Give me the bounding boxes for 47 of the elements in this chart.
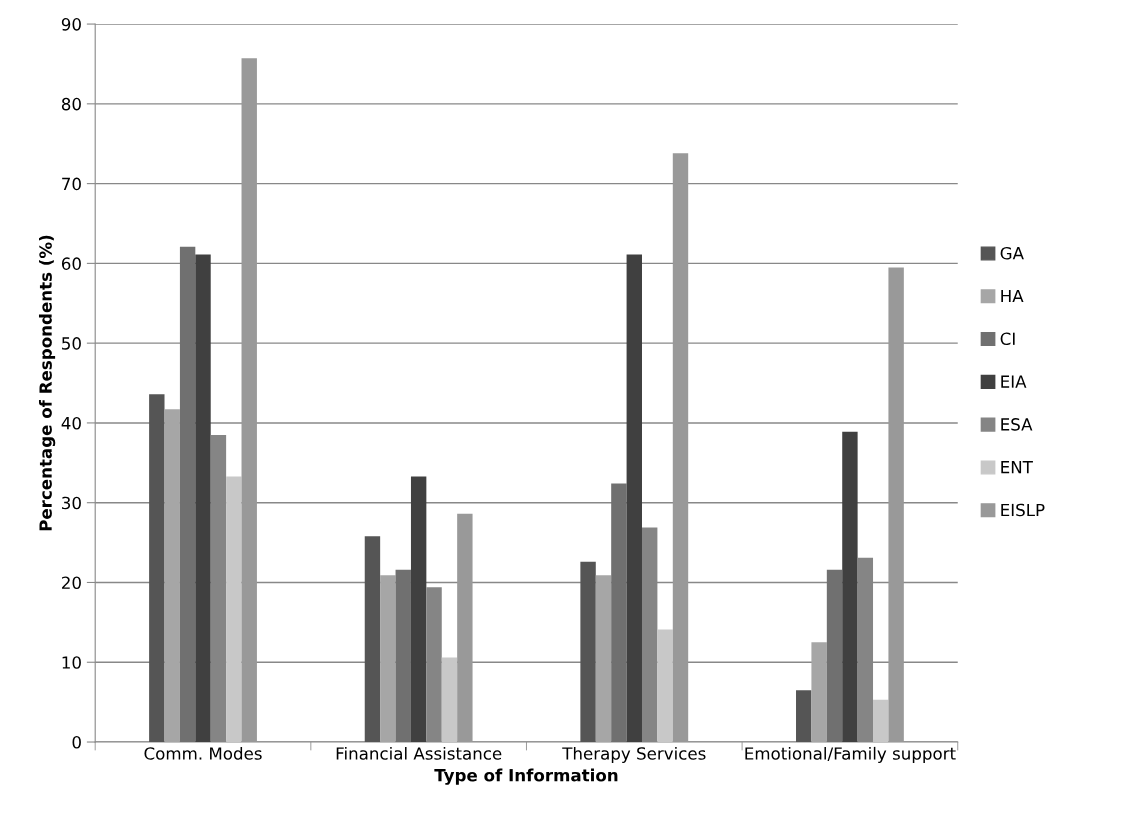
y-tick-label: 80	[61, 97, 81, 111]
bar	[149, 394, 165, 743]
bar	[441, 657, 458, 743]
x-axis-title: Type of Information	[434, 768, 618, 785]
bar	[826, 569, 843, 743]
bar	[226, 476, 242, 743]
y-tick-label: 90	[61, 18, 81, 31]
y-axis-title: Percentage of Respondents (%)	[38, 235, 56, 531]
y-tick-label: 70	[62, 177, 81, 191]
y-tick-label: 30	[62, 496, 81, 510]
bar	[672, 153, 689, 743]
bar	[657, 629, 673, 743]
bar	[410, 476, 427, 743]
x-tick-label: Financial Assistance	[336, 746, 502, 760]
bar	[595, 575, 612, 743]
bar	[873, 699, 889, 743]
bar	[179, 246, 196, 743]
y-tick-label: 40	[61, 416, 81, 430]
bar	[626, 254, 642, 743]
bar	[611, 483, 627, 743]
bar	[380, 575, 396, 743]
x-tick-label: Comm. Modes	[144, 746, 262, 760]
bar	[842, 431, 858, 743]
y-tick-label: 10	[62, 656, 81, 669]
legend-label: ENT	[1001, 461, 1033, 474]
bar	[164, 409, 180, 743]
bar	[811, 642, 827, 743]
bar	[195, 254, 211, 743]
bar	[364, 536, 381, 743]
y-tick-label: 20	[62, 576, 81, 590]
bar	[395, 569, 411, 743]
y-tick-label: 60	[61, 257, 81, 270]
legend-label: ESA	[1001, 418, 1033, 431]
bar	[241, 58, 257, 743]
bar	[796, 690, 812, 743]
bar	[580, 561, 596, 743]
x-tick-label: Emotional/Family support	[745, 746, 956, 764]
legend-label: CI	[1000, 332, 1015, 346]
legend-label: GA	[1000, 246, 1024, 260]
legend-label: HA	[1001, 289, 1024, 303]
legend-label: EISLP	[1001, 503, 1045, 517]
y-tick-label: 0	[72, 735, 81, 749]
bar	[457, 513, 473, 743]
x-tick-label: Therapy Services	[562, 746, 706, 764]
bar	[888, 267, 904, 743]
legend-label: EIA	[1001, 375, 1027, 388]
y-tick-label: 50	[62, 337, 81, 350]
